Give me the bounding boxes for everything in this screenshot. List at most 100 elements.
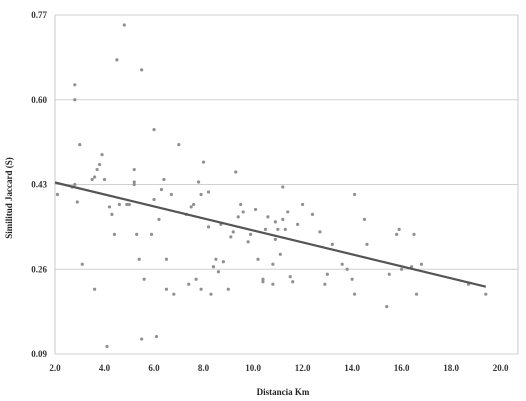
data-point [395,232,399,236]
trend-layer [54,181,487,288]
data-point [352,192,357,197]
x-tick-label: 16.0 [394,363,410,373]
data-point [209,292,213,296]
data-point [414,292,419,296]
data-point [194,277,198,281]
data-point [73,182,77,187]
data-point [93,287,97,291]
data-point [397,227,401,231]
data-point [122,23,126,27]
x-tick-label: 6.0 [148,363,160,373]
data-point [234,170,238,174]
data-point [206,190,211,194]
data-point [140,68,144,72]
grid-lines [55,14,518,355]
trend-line [54,181,487,288]
data-point [201,160,206,164]
data-point [330,242,334,246]
data-point [345,267,349,271]
data-point [263,227,268,231]
x-tick-label: 8.0 [198,363,210,373]
data-point [140,337,144,341]
data-point [387,272,391,276]
data-point [241,210,245,214]
data-point [211,265,216,269]
data-point [117,202,121,207]
x-tick-label: 2.0 [49,363,61,373]
data-point [239,202,243,207]
data-point [177,143,181,147]
data-point [80,262,84,266]
y-tick-label: 0.26 [31,264,47,274]
data-point [419,262,424,266]
x-tick-label: 18.0 [443,363,459,373]
y-tick-labels: 0.09 0.26 0.43 0.60 0.77 [31,10,47,359]
data-point [172,292,176,296]
data-point [189,205,193,209]
data-point [271,282,275,286]
data-point [75,200,79,204]
x-tick-label: 10.0 [245,363,261,373]
data-point [137,257,141,261]
data-point [278,252,282,256]
data-point [318,230,322,234]
data-point [323,282,327,286]
data-point [340,262,344,266]
data-point [246,240,250,244]
data-point [97,162,102,167]
data-point [162,177,166,182]
data-point [112,232,117,236]
data-point [125,202,129,207]
data-point [127,202,131,207]
data-point [248,232,253,236]
data-point [159,187,164,192]
data-point [73,83,77,87]
data-point [95,167,99,172]
data-point [221,260,225,264]
y-tick-label: 0.09 [31,349,47,359]
data-point [169,192,173,197]
data-point [310,212,315,217]
data-point [132,180,136,184]
data-point [157,217,161,221]
x-tick-label: 20.0 [493,363,509,373]
data-point [100,152,104,157]
data-point [132,167,136,172]
x-tick-labels: 2.0 4.0 6.0 8.0 10.0 12.0 14.0 16.0 18.0 20.0 [49,363,509,373]
data-point [273,237,277,241]
data-point [199,192,203,197]
data-point [102,177,107,182]
data-point [273,220,277,224]
data-point [164,257,169,261]
y-tick-label: 0.43 [31,180,47,190]
data-point [261,280,265,284]
data-point [110,212,114,217]
y-tick-label: 0.60 [31,95,47,105]
data-point [286,210,290,214]
data-point [78,143,82,147]
data-point [142,277,146,281]
data-point [365,242,369,246]
data-point [154,334,159,339]
data-point [300,202,305,207]
data-point [229,235,233,239]
data-point [281,217,285,221]
data-point [197,180,201,184]
data-point [291,280,295,284]
data-point [256,257,260,261]
data-point [231,230,235,234]
data-point [385,305,389,309]
data-point [350,277,354,281]
data-point [216,270,221,274]
data-point [288,275,292,279]
data-point [132,182,136,187]
data-point [412,232,416,236]
data-point [484,292,488,296]
data-point [135,232,139,236]
x-tick-label: 14.0 [344,363,360,373]
data-point [271,262,275,266]
data-point [214,257,218,261]
data-point [152,128,156,132]
data-point [105,344,109,349]
